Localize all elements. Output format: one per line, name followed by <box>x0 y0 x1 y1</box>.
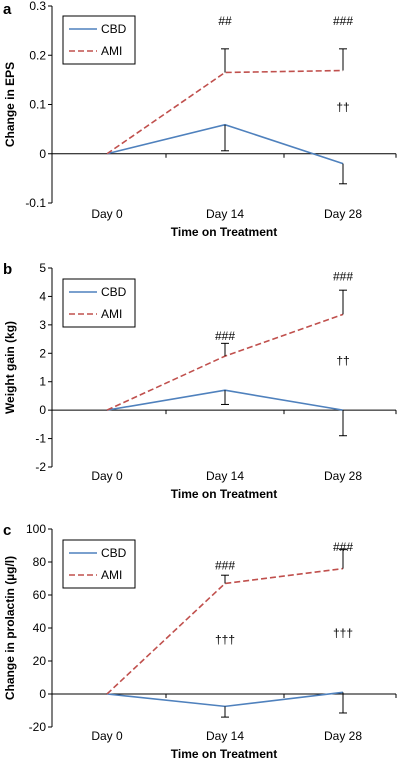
panel-c-y-tick-label: -20 <box>29 720 47 734</box>
panel-b-y-tick-label: 0 <box>39 403 46 417</box>
panel-c-annotation: ††† <box>215 633 235 647</box>
panel-c-ami-line <box>106 567 344 695</box>
panel-a-annotation: ### <box>333 14 353 28</box>
panel-a-y-tick-label: 0.2 <box>29 48 46 62</box>
panel-b-x-tick-label: Day 28 <box>324 469 362 483</box>
panel-c-legend-ami-label: AMI <box>101 568 122 582</box>
panel-c-x-tick-label: Day 14 <box>206 729 244 743</box>
panel-b-y-tick-label: 4 <box>39 289 46 303</box>
panel-a-y-axis-title: Change in EPS <box>3 62 17 147</box>
panel-b-letter: b <box>3 261 12 278</box>
panel-b-legend-ami-label: AMI <box>101 307 122 321</box>
panel-a-letter: a <box>3 1 12 18</box>
panel-c-y-tick-label: 20 <box>33 654 47 668</box>
panel-b-annotation: ### <box>333 270 353 284</box>
panel-a-y-tick-label: 0.3 <box>29 0 46 13</box>
panel-b-y-tick-label: -2 <box>35 460 46 474</box>
panel-c-y-tick-label: 0 <box>39 687 46 701</box>
panel-c-y-tick-label: 40 <box>33 621 47 635</box>
panel-a-y-tick-label: -0.1 <box>25 196 46 210</box>
panel-a-y-tick-label: 0.1 <box>29 98 46 112</box>
panel-c-x-axis-title: Time on Treatment <box>171 747 277 761</box>
panel-b-y-tick-label: -1 <box>35 432 46 446</box>
panel-a-x-axis-title: Time on Treatment <box>171 225 277 239</box>
panel-b-annotation: ### <box>215 329 235 343</box>
panel-a-annotation: ## <box>218 14 232 28</box>
panel-b-x-tick-label: Day 14 <box>206 469 244 483</box>
panel-a-legend-ami-label: AMI <box>101 44 122 58</box>
panel-b-y-tick-label: 2 <box>39 346 46 360</box>
panel-b-legend <box>62 278 136 328</box>
panel-a-legend <box>62 15 136 65</box>
panel-c-x-tick-label: Day 0 <box>91 729 123 743</box>
panel-c-letter: c <box>3 522 11 539</box>
panel-a-x-tick-label: Day 28 <box>324 207 362 221</box>
panel-a-legend-cbd-label: CBD <box>101 22 127 36</box>
panel-c-y-axis-title: Change in prolactin (µg/l) <box>3 556 17 700</box>
panel-b-annotation: †† <box>336 353 349 367</box>
panel-b-x-tick-label: Day 0 <box>91 469 123 483</box>
panel-c-x-tick-label: Day 28 <box>324 729 362 743</box>
panel-c-annotation: ### <box>333 540 353 554</box>
panel-c-legend <box>62 539 136 589</box>
panel-a-y-tick-label: 0 <box>39 147 46 161</box>
panel-c-y-tick-label: 100 <box>26 522 46 536</box>
panel-a-x-tick-label: Day 0 <box>91 207 123 221</box>
panel-c-y-tick-label: 60 <box>33 588 47 602</box>
panel-a-annotation: †† <box>336 100 349 114</box>
panel-a-x-tick-label: Day 14 <box>206 207 244 221</box>
panel-c-y-tick-label: 80 <box>33 555 47 569</box>
panel-b-y-tick-label: 1 <box>39 375 46 389</box>
panel-c-annotation: ††† <box>333 626 353 640</box>
panel-b-y-tick-label: 3 <box>39 318 46 332</box>
panel-b-legend-cbd-label: CBD <box>101 285 127 299</box>
panel-b-x-axis-title: Time on Treatment <box>171 487 277 501</box>
panel-b-y-tick-label: 5 <box>39 261 46 275</box>
panel-c-legend-cbd-label: CBD <box>101 546 127 560</box>
panel-c-annotation: ### <box>215 558 235 572</box>
panel-b-y-axis-title: Weight gain (kg) <box>3 321 17 414</box>
panel-a-ami-line <box>106 69 344 155</box>
